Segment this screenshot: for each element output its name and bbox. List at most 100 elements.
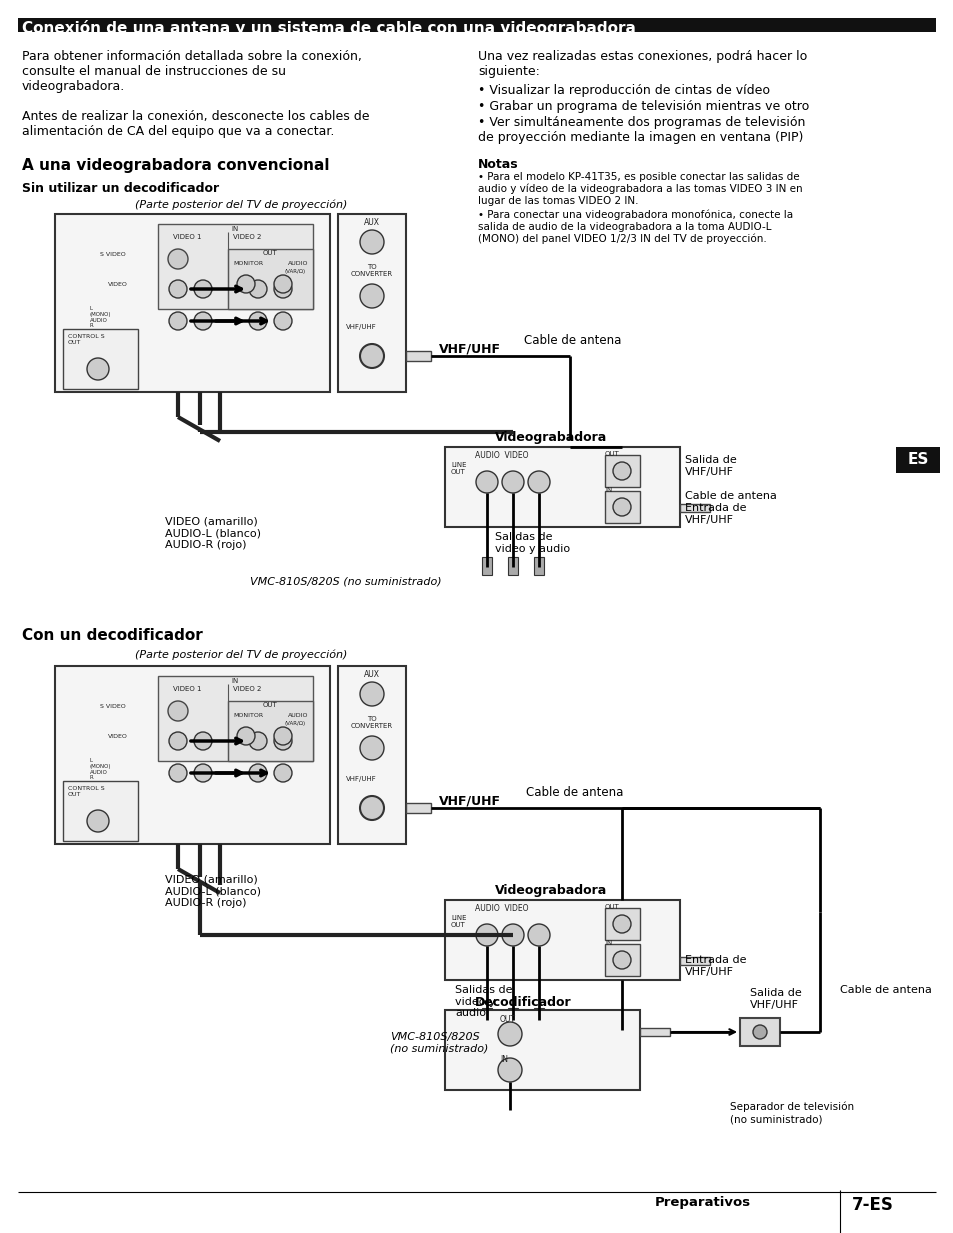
Text: IN: IN (232, 226, 238, 232)
Bar (228, 249, 313, 309)
Bar (534, 1009, 543, 1026)
Circle shape (236, 727, 254, 745)
Text: Notas: Notas (477, 158, 518, 171)
Circle shape (193, 312, 212, 330)
Text: OUT: OUT (262, 250, 277, 256)
Text: (Parte posterior del TV de proyección): (Parte posterior del TV de proyección) (135, 200, 347, 211)
Text: A una videograbadora convencional: A una videograbadora convencional (22, 158, 329, 173)
Bar (604, 491, 639, 523)
Text: (Parte posterior del TV de proyección): (Parte posterior del TV de proyección) (135, 650, 347, 661)
Text: VMC-810S/820S
(no suministrado): VMC-810S/820S (no suministrado) (390, 1032, 488, 1054)
Text: ES: ES (906, 453, 927, 467)
Circle shape (274, 764, 292, 782)
Text: VHF/UHF: VHF/UHF (346, 324, 376, 330)
Circle shape (274, 275, 292, 293)
Bar (18, 18, 935, 32)
Circle shape (274, 280, 292, 298)
Text: L
(MONO)
AUDIO
R: L (MONO) AUDIO R (90, 306, 112, 328)
Text: Sin utilizar un decodificador: Sin utilizar un decodificador (22, 182, 219, 195)
Text: LINE
OUT: LINE OUT (451, 915, 466, 928)
Bar (895, 448, 939, 473)
Text: Una vez realizadas estas conexiones, podrá hacer lo
siguiente:: Una vez realizadas estas conexiones, pod… (477, 51, 806, 78)
Bar (604, 944, 639, 977)
Bar (158, 676, 313, 761)
Bar (679, 957, 709, 965)
Circle shape (359, 682, 384, 707)
Text: Cable de antena: Cable de antena (840, 985, 931, 995)
Bar (507, 1009, 517, 1026)
Circle shape (359, 736, 384, 760)
Circle shape (274, 727, 292, 745)
Text: VIDEO 1: VIDEO 1 (172, 234, 201, 240)
Text: IN: IN (604, 487, 612, 493)
Text: MONITOR: MONITOR (233, 713, 263, 718)
Circle shape (168, 702, 188, 721)
Text: Videograbadora: Videograbadora (495, 884, 607, 896)
Circle shape (249, 764, 267, 782)
Circle shape (613, 462, 630, 480)
Circle shape (359, 797, 384, 820)
Text: VIDEO: VIDEO (108, 282, 128, 287)
Text: VIDEO 2: VIDEO 2 (233, 686, 261, 692)
Circle shape (87, 810, 109, 832)
Text: Decodificador: Decodificador (475, 996, 571, 1009)
Circle shape (476, 471, 497, 493)
Circle shape (168, 249, 188, 269)
Bar (444, 900, 679, 980)
Circle shape (497, 1022, 521, 1046)
Circle shape (501, 471, 523, 493)
Bar (63, 329, 138, 388)
Text: CONTROL S
OUT: CONTROL S OUT (68, 785, 105, 797)
Circle shape (169, 764, 187, 782)
Bar (444, 448, 679, 526)
Text: S VIDEO: S VIDEO (100, 704, 126, 709)
Text: VIDEO 1: VIDEO 1 (172, 686, 201, 692)
Text: OUT: OUT (499, 1015, 516, 1023)
Circle shape (193, 764, 212, 782)
Bar (444, 1010, 639, 1090)
Text: AUDIO: AUDIO (288, 261, 308, 266)
Text: IN: IN (604, 940, 612, 946)
Text: Separador de televisión
(no suministrado): Separador de televisión (no suministrado… (729, 1102, 853, 1124)
Circle shape (501, 924, 523, 946)
Text: VIDEO (amarillo)
AUDIO-L (blanco)
AUDIO-R (rojo): VIDEO (amarillo) AUDIO-L (blanco) AUDIO-… (165, 875, 261, 909)
Bar (158, 224, 313, 309)
Circle shape (249, 312, 267, 330)
Bar (55, 666, 330, 845)
Circle shape (359, 284, 384, 308)
Text: AUX: AUX (364, 670, 379, 679)
Text: Salida de
VHF/UHF: Salida de VHF/UHF (684, 455, 736, 477)
Circle shape (169, 280, 187, 298)
Text: Antes de realizar la conexión, desconecte los cables de
alimentación de CA del e: Antes de realizar la conexión, desconect… (22, 110, 369, 138)
Circle shape (193, 280, 212, 298)
Circle shape (497, 1058, 521, 1083)
Text: Conexión de una antena y un sistema de cable con una videograbadora: Conexión de una antena y un sistema de c… (22, 20, 636, 36)
Text: VMC-810S/820S (no suministrado): VMC-810S/820S (no suministrado) (250, 577, 441, 587)
Bar (740, 1018, 780, 1046)
Text: • Grabar un programa de televisión mientras ve otro: • Grabar un programa de televisión mient… (477, 100, 808, 113)
Text: Cable de antena: Cable de antena (525, 785, 622, 799)
Text: Con un decodificador: Con un decodificador (22, 628, 203, 642)
Text: • Visualizar la reproducción de cintas de vídeo: • Visualizar la reproducción de cintas d… (477, 84, 769, 97)
Text: VIDEO 2: VIDEO 2 (233, 234, 261, 240)
Bar (639, 1028, 669, 1036)
Circle shape (274, 312, 292, 330)
Text: Preparativos: Preparativos (655, 1196, 750, 1210)
Text: IN: IN (232, 678, 238, 684)
Text: L
(MONO)
AUDIO
R: L (MONO) AUDIO R (90, 758, 112, 780)
Bar (228, 702, 313, 761)
Text: OUT: OUT (604, 451, 619, 457)
Text: TO
CONVERTER: TO CONVERTER (351, 716, 393, 729)
Circle shape (236, 275, 254, 293)
Bar (337, 666, 406, 845)
Text: • Ver simultáneamente dos programas de televisión
de proyección mediante la imag: • Ver simultáneamente dos programas de t… (477, 116, 804, 144)
Text: (VAR/Ω): (VAR/Ω) (285, 721, 306, 726)
Circle shape (613, 498, 630, 515)
Text: • Para conectar una videograbadora monofónica, conecte la
salida de audio de la : • Para conectar una videograbadora monof… (477, 210, 792, 244)
Text: VIDEO: VIDEO (108, 734, 128, 739)
Bar (481, 1009, 492, 1026)
Text: Entrada de
VHF/UHF: Entrada de VHF/UHF (684, 956, 745, 977)
Text: VHF/UHF: VHF/UHF (438, 342, 500, 355)
Bar (55, 215, 330, 392)
Text: AUX: AUX (364, 218, 379, 227)
